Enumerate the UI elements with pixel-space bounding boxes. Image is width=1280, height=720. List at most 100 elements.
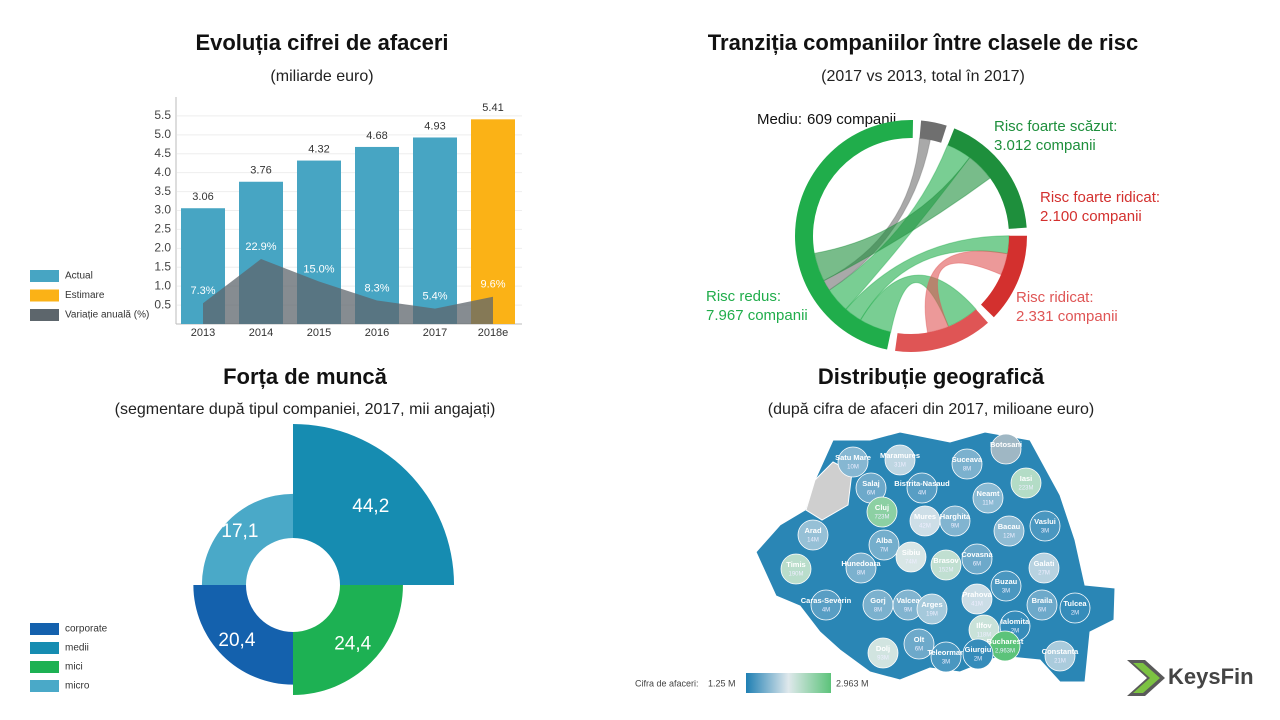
group-arc: [947, 128, 1027, 229]
bar-value-label: 4.68: [366, 130, 387, 142]
county: [1026, 589, 1058, 621]
rose-sector: [193, 585, 293, 685]
bar-value-label: 4.93: [424, 120, 445, 132]
y-tick-label: 2.5: [154, 222, 171, 236]
colorbar: [746, 673, 831, 693]
legend-swatch: [30, 289, 59, 302]
group-name: Mediu:: [757, 111, 802, 128]
county: [1010, 467, 1042, 499]
group-value: 3.012 companii: [994, 137, 1096, 154]
colorbar-label: Cifra de afaceri:: [635, 678, 699, 688]
county-name: Bacau: [998, 522, 1021, 531]
county-name: Caras-Severin: [801, 596, 852, 605]
y-tick-label: 4.5: [154, 146, 171, 160]
county-name: Harghita: [940, 512, 971, 521]
county-name: Hunedoara: [841, 559, 881, 568]
county: [837, 446, 869, 478]
county-name: Arges: [921, 600, 942, 609]
county: [961, 543, 993, 575]
logo-mark-accent: [1133, 663, 1160, 693]
legend-label: Estimare: [65, 290, 105, 301]
county: [810, 589, 842, 621]
county-value: 9M: [951, 524, 959, 530]
legend-label: Actual: [65, 271, 93, 282]
y-tick-label: 1.0: [154, 278, 171, 292]
bar: [471, 119, 515, 325]
county: [1028, 552, 1060, 584]
group-value: 7.967 companii: [706, 307, 808, 324]
chart-title: Evoluția cifrei de afaceri: [195, 30, 448, 55]
sector-label: 20,4: [218, 630, 255, 651]
group-name: Risc redus:: [706, 288, 781, 305]
county-name: Galati: [1034, 559, 1055, 568]
group-name: Risc foarte scăzut:: [994, 118, 1117, 135]
county: [845, 552, 877, 584]
county: [1029, 510, 1061, 542]
county: [939, 505, 971, 537]
county-name: Cluj: [875, 503, 889, 512]
chart-subtitle: (segmentare după tipul companiei, 2017, …: [115, 401, 496, 418]
county: [989, 630, 1021, 662]
legend-swatch: [30, 309, 59, 321]
chart-subtitle: (miliarde euro): [270, 68, 373, 85]
x-tick-label: 2014: [249, 327, 273, 339]
group-name: Risc ridicat:: [1016, 289, 1094, 306]
group-value: 609 companii: [807, 111, 896, 128]
county: [961, 583, 993, 615]
county-name: Olt: [914, 635, 925, 644]
legend-swatch: [30, 661, 59, 673]
county-value: 4M: [822, 608, 830, 614]
group-value: 2.100 companii: [1040, 208, 1142, 225]
county-value: 41M: [971, 602, 983, 608]
legend-swatch: [30, 623, 59, 635]
county-value: 6M: [867, 491, 875, 497]
county-name: Maramures: [880, 451, 920, 460]
county: [797, 519, 829, 551]
county-value: 118M: [977, 633, 992, 639]
x-tick-label: 2017: [423, 327, 447, 339]
county-value: 8M: [857, 571, 865, 577]
chart-title: Forța de muncă: [223, 364, 388, 389]
bar-value-label: 3.06: [192, 191, 213, 203]
county-value: 93M: [877, 656, 889, 662]
ribbon: [813, 156, 991, 282]
county-value: 4M: [918, 491, 926, 497]
chart-title: Tranziția companiilor între clasele de r…: [708, 30, 1138, 55]
colorbar-max: 2.963 M: [836, 678, 869, 688]
county: [972, 482, 1004, 514]
group-arc: [895, 309, 988, 352]
county-name: Satu Mare: [835, 453, 871, 462]
county-value: 19M: [926, 612, 938, 618]
county-value: 3M: [1041, 529, 1049, 535]
rose-sector: [293, 423, 455, 585]
county-name: Neamt: [977, 489, 1000, 498]
county-name: Botosani: [990, 440, 1022, 449]
county-name: Brasov: [933, 556, 959, 565]
legend-label: Variație anuală (%): [65, 310, 149, 321]
county: [780, 553, 812, 585]
legend-label: micro: [65, 681, 90, 692]
area-value-label: 8.3%: [364, 282, 389, 294]
county-name: Ilfov: [976, 621, 992, 630]
chart-subtitle: (după cifra de afaceri din 2017, milioan…: [768, 401, 1094, 418]
county: [884, 444, 916, 476]
legend-label: medii: [65, 643, 89, 654]
county-value: 6M: [973, 562, 981, 568]
ribbon: [859, 274, 977, 333]
area-value-label: 9.6%: [480, 279, 505, 291]
county: [868, 529, 900, 561]
legend-swatch: [30, 270, 59, 282]
county-value: 10M: [847, 465, 859, 471]
county: [916, 593, 948, 625]
county: [1044, 640, 1076, 672]
county: [867, 637, 899, 669]
group-arc: [919, 120, 947, 143]
area-value-label: 15.0%: [303, 263, 334, 275]
county-value: 2,963M: [995, 649, 1015, 655]
x-tick-label: 2013: [191, 327, 215, 339]
county: [951, 448, 983, 480]
x-tick-label: 2018e: [478, 327, 509, 339]
county-name: Suceava: [952, 455, 983, 464]
county-name: Mures: [914, 512, 936, 521]
county-name: Giurgiu: [965, 645, 992, 654]
